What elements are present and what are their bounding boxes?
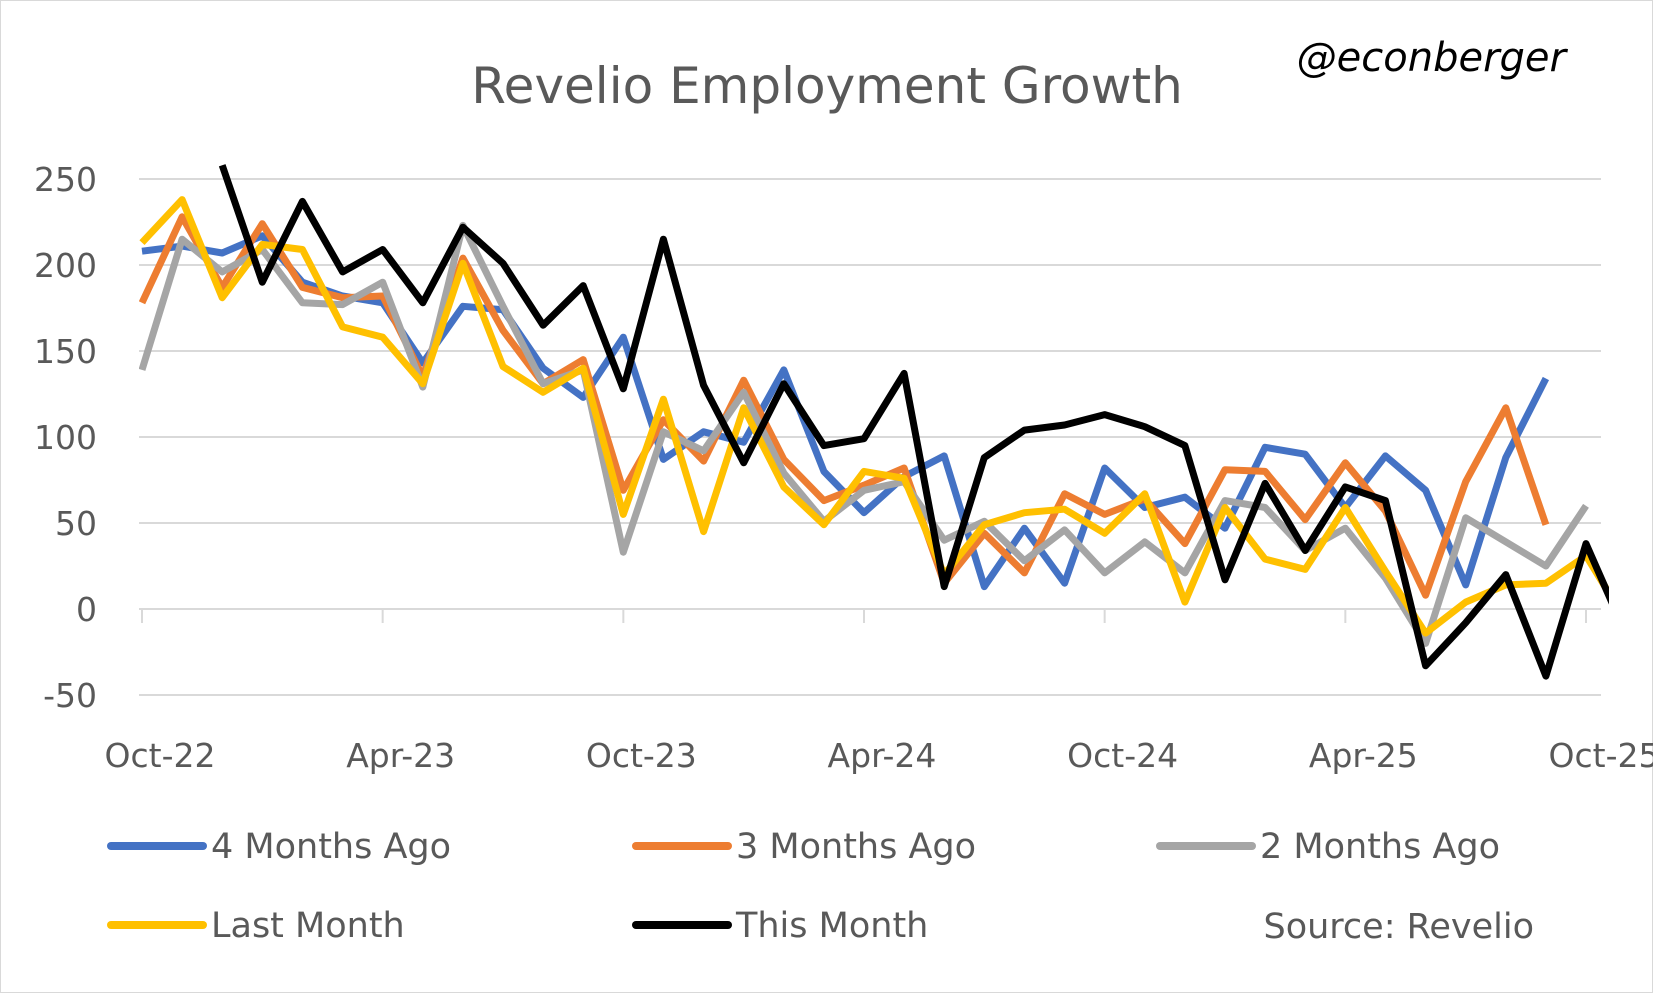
- y-tick-label: 200: [34, 246, 97, 285]
- series-3-months-ago: [142, 217, 1546, 596]
- gridlines: [139, 179, 1601, 695]
- legend-item-3-months-ago: 3 Months Ago: [636, 827, 976, 867]
- x-tick-label: Oct-24: [1067, 736, 1178, 775]
- legend-item-this-month: This Month: [636, 906, 928, 946]
- legend-label: 3 Months Ago: [736, 827, 976, 867]
- legend-item-2-months-ago: 2 Months Ago: [1160, 827, 1500, 867]
- x-tick-label: Apr-25: [1309, 736, 1418, 775]
- x-axis: [139, 609, 1601, 623]
- y-tick-label: -50: [43, 676, 97, 715]
- legend-label: Last Month: [211, 906, 405, 946]
- legend-item-4-months-ago: 4 Months Ago: [111, 827, 451, 867]
- legend-label: 4 Months Ago: [211, 827, 451, 867]
- series-lines: [142, 165, 1653, 676]
- author-handle: @econberger: [1297, 35, 1569, 81]
- x-tick-label: Apr-24: [828, 736, 937, 775]
- x-axis-tick-labels: Oct-22 Apr-23 Oct-23 Apr-24 Oct-24 Apr-25 Oct-…: [105, 736, 1653, 775]
- x-tick-label: Apr-23: [346, 736, 455, 775]
- y-tick-label: 150: [34, 332, 97, 371]
- y-tick-label: 100: [34, 418, 97, 457]
- y-tick-label: 50: [55, 504, 97, 543]
- x-tick-label: Oct-22: [105, 736, 216, 775]
- legend-label: 2 Months Ago: [1260, 827, 1500, 867]
- chart-title: Revelio Employment Growth: [471, 57, 1183, 115]
- y-axis-tick-labels: 250 200 150 100 50 0 -50: [34, 160, 97, 715]
- x-tick-label: Oct-25: [1549, 736, 1653, 775]
- y-tick-label: 250: [34, 160, 97, 199]
- x-tick-label: Oct-23: [586, 736, 697, 775]
- series-line-3-months-ago: [142, 217, 1546, 595]
- source-note: Source: Revelio: [1263, 907, 1534, 947]
- legend-item-last-month: Last Month: [111, 906, 405, 946]
- legend-label: This Month: [735, 906, 928, 946]
- y-tick-label: 0: [76, 590, 97, 629]
